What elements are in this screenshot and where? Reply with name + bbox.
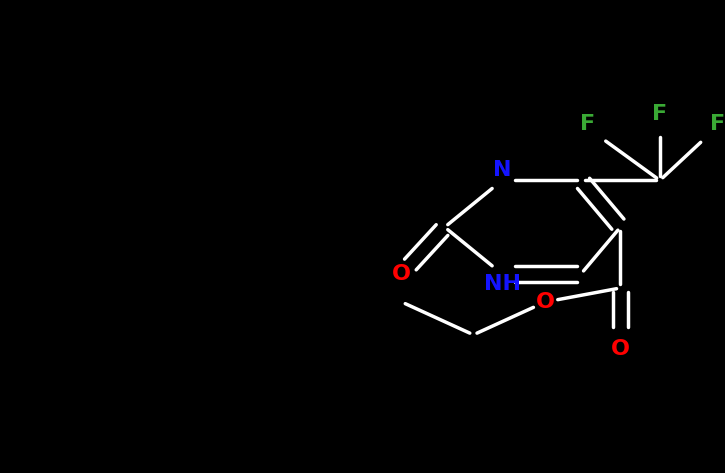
Text: F: F <box>580 114 595 133</box>
Text: O: O <box>536 292 555 312</box>
Text: F: F <box>652 104 668 124</box>
Text: O: O <box>611 340 630 359</box>
Text: F: F <box>710 114 725 133</box>
Text: N: N <box>493 160 511 180</box>
Text: NH: NH <box>484 274 521 294</box>
Text: O: O <box>392 264 411 284</box>
